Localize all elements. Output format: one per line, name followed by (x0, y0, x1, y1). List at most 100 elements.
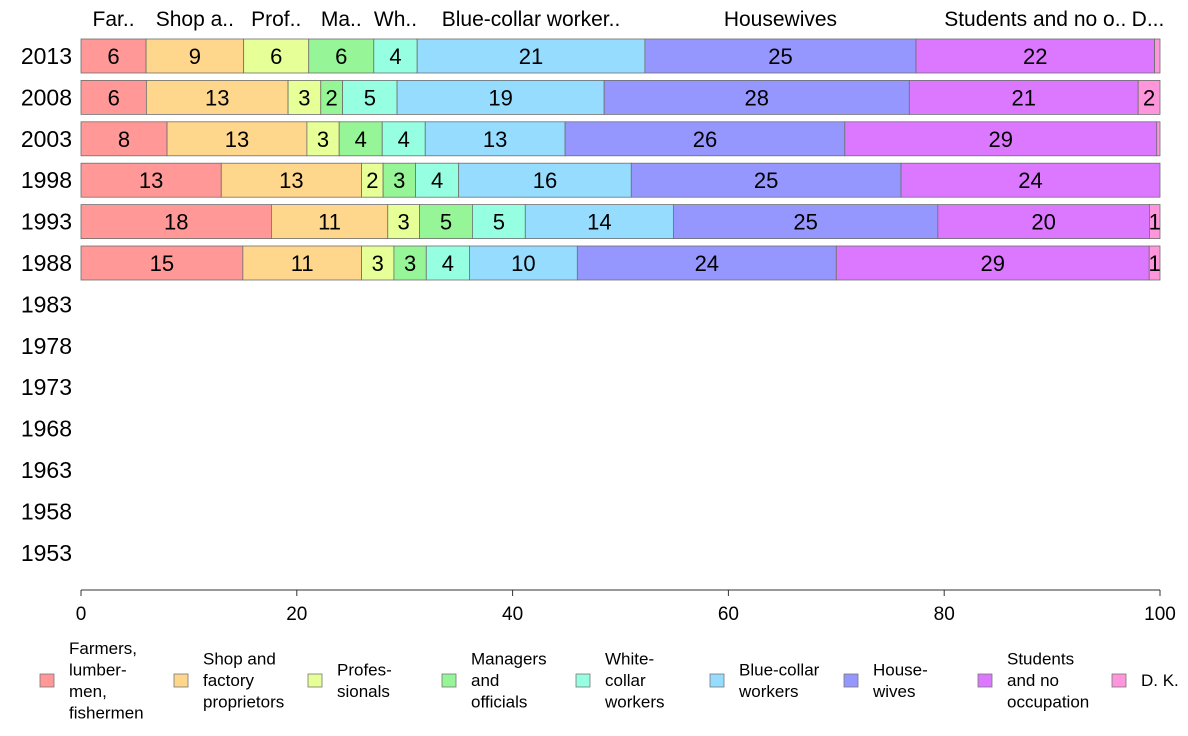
value-label-1993-5: 14 (587, 210, 611, 235)
bar-segment-2013-7 (915, 38, 1155, 74)
legend-label-0-3: fishermen (69, 703, 144, 722)
bar-segment-1998-5 (458, 162, 632, 198)
x-tick-label-80: 80 (934, 604, 955, 625)
legend-label-7-2: occupation (1007, 693, 1089, 712)
bar-segment-1988-7 (835, 245, 1150, 281)
value-label-2008-6: 28 (744, 85, 768, 110)
bar-segment-2008-4 (342, 80, 398, 115)
bar-segment-2008-5 (396, 80, 605, 115)
year-label-1998: 1998 (21, 167, 72, 193)
legend-label-1-0: Shop and (203, 650, 276, 669)
value-label-2013-6: 25 (768, 44, 792, 69)
value-label-1993-2: 3 (398, 210, 410, 235)
bar-segment-2003-8 (1156, 121, 1161, 157)
value-label-1988-4: 4 (442, 251, 454, 276)
legend-label-0-1: lumber- (69, 660, 127, 679)
bar-segment-1988-4 (425, 245, 470, 281)
value-label-2003-3: 4 (355, 127, 367, 152)
year-label-2008: 2008 (21, 84, 72, 110)
bar-segment-2003-5 (424, 121, 566, 157)
bar-segment-2013-4 (373, 38, 418, 74)
value-label-1988-2: 3 (372, 251, 384, 276)
value-label-2003-0: 8 (118, 127, 130, 152)
bar-segment-1988-1 (242, 245, 362, 281)
legend-swatch-5 (709, 673, 725, 688)
value-label-1998-4: 4 (431, 168, 443, 193)
year-label-1978: 1978 (21, 333, 72, 359)
value-label-1998-2: 2 (366, 168, 378, 193)
legend-label-7-0: Students (1007, 650, 1074, 669)
value-label-2008-2: 3 (298, 85, 310, 110)
value-label-1988-1: 11 (291, 251, 314, 276)
value-label-1988-8: 1 (1148, 251, 1160, 276)
bar-segment-1998-0 (80, 162, 222, 198)
bar-segment-1988-8 (1148, 245, 1161, 281)
bar-segment-2003-1 (166, 121, 308, 157)
value-label-1988-7: 29 (981, 251, 1005, 276)
value-label-2008-0: 6 (108, 85, 120, 110)
bar-segment-2013-5 (416, 38, 646, 74)
value-label-1993-3: 5 (440, 210, 452, 235)
column-header-labels: Far.. Shop a.. Prof.. Ma.. Wh.. Blue-collar w… (93, 8, 1165, 31)
value-label-2013-5: 21 (519, 44, 543, 69)
legend-label-3-2: officials (471, 693, 527, 712)
value-label-2008-5: 19 (488, 85, 512, 110)
legend-label-1-2: proprietors (203, 693, 284, 712)
value-label-1993-1: 11 (318, 210, 341, 235)
legend-swatch-7 (977, 673, 993, 688)
bar-segment-2003-7 (844, 121, 1158, 157)
legend-label-8-0: D. K. (1141, 671, 1179, 690)
bar-segment-2008-8 (1137, 80, 1161, 115)
year-label-1983: 1983 (21, 291, 72, 317)
value-label-1993-7: 20 (1031, 210, 1055, 235)
bar-segment-2008-0 (80, 80, 147, 115)
bar-segment-1993-7 (937, 204, 1150, 240)
legend-swatch-0 (39, 673, 55, 688)
x-tick-label-20: 20 (286, 604, 307, 625)
value-label-1993-0: 18 (164, 210, 188, 235)
legend-label-1-1: factory (203, 671, 255, 690)
column-header-6: Housewives (724, 8, 837, 31)
value-label-2008-1: 13 (205, 85, 229, 110)
value-label-1988-5: 10 (511, 251, 535, 276)
bar-segment-2013-1 (145, 38, 245, 74)
legend-label-4-0: White- (605, 650, 654, 669)
year-labels: 2013 2008 2003 1998 1993 1988 1983 1978 1973 1968… (21, 43, 72, 566)
x-tick-label-40: 40 (502, 604, 523, 625)
legend-label-6-1: wives (872, 682, 916, 701)
value-label-2003-4: 4 (398, 127, 410, 152)
bar-segment-1993-3 (419, 204, 473, 240)
legend-label-4-1: collar (605, 671, 646, 690)
bar-segment-2008-1 (145, 80, 289, 115)
column-header-2: Prof.. (251, 8, 301, 31)
bar-segment-1998-7 (900, 162, 1161, 198)
legend-label-4-2: workers (604, 693, 665, 712)
legend: Farmers, lumber-men, fishermen Shop and fact… (39, 639, 1179, 722)
legend-label-0-2: men, (69, 682, 107, 701)
value-label-2013-4: 4 (389, 44, 401, 69)
year-label-1958: 1958 (21, 498, 72, 524)
column-header-1: Shop a.. (156, 8, 234, 31)
x-tick-label-100: 100 (1144, 604, 1176, 625)
legend-swatch-2 (307, 673, 323, 688)
value-label-1988-6: 24 (695, 251, 719, 276)
legend-label-2-0: Profes- (337, 660, 392, 679)
value-label-1993-4: 5 (493, 210, 505, 235)
value-label-1998-0: 13 (139, 168, 163, 193)
bar-segment-2013-0 (80, 38, 147, 74)
column-header-4: Wh.. (374, 8, 417, 31)
legend-label-5-0: Blue-collar (739, 660, 820, 679)
legend-swatch-8 (1111, 673, 1127, 688)
bar-segment-1998-3 (382, 162, 416, 198)
legend-swatch-3 (441, 673, 457, 688)
bar-segment-1988-5 (469, 245, 578, 281)
bar-segment-2008-6 (603, 80, 910, 115)
value-label-1998-3: 3 (393, 168, 405, 193)
legend-label-2-1: sionals (337, 682, 390, 701)
value-label-2003-1: 13 (225, 127, 249, 152)
legend-label-7-1: and no (1007, 671, 1059, 690)
x-tick-label-0: 0 (76, 604, 87, 625)
year-label-1953: 1953 (21, 540, 72, 566)
